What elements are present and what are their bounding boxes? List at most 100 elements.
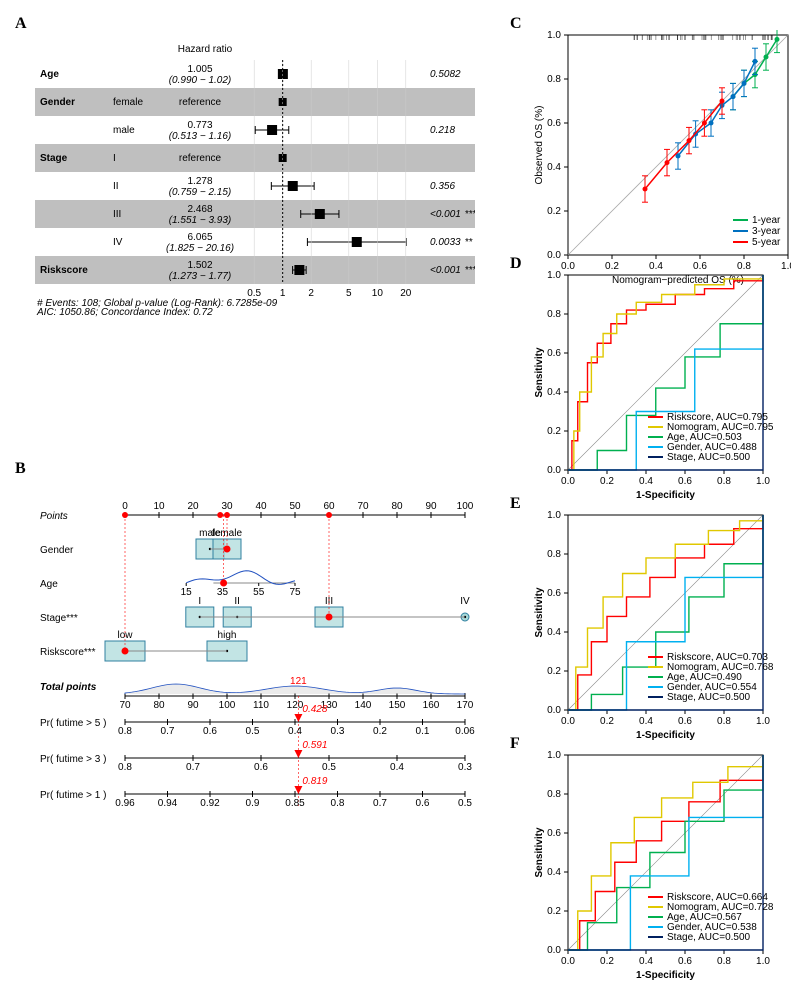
nomogram-prob-label: Pr( futime > 1 )	[40, 790, 106, 801]
svg-text:0.9: 0.9	[246, 798, 260, 809]
svg-text:0.4: 0.4	[547, 387, 561, 398]
svg-text:0.0: 0.0	[561, 956, 575, 967]
forest-stars: ***	[465, 265, 475, 276]
svg-text:0.6: 0.6	[547, 348, 561, 359]
svg-text:0.4: 0.4	[288, 726, 302, 737]
svg-text:160: 160	[423, 700, 440, 711]
forest-pvalue: <0.001	[430, 209, 461, 220]
svg-text:0.6: 0.6	[678, 476, 692, 487]
svg-text:0.3: 0.3	[458, 762, 472, 773]
svg-text:15: 15	[181, 587, 193, 598]
svg-text:0.94: 0.94	[158, 798, 178, 809]
forest-variable: Riskscore	[40, 265, 88, 276]
roc-legend: Stage, AUC=0.500	[667, 452, 751, 463]
calib-legend: 3-year	[752, 226, 781, 237]
svg-text:2: 2	[308, 288, 314, 299]
forest-ci: (0.759 − 2.15)	[169, 187, 232, 198]
nomogram-prob-label: Pr( futime > 5 )	[40, 718, 106, 729]
forest-pvalue: <0.001	[430, 265, 461, 276]
forest-marker	[294, 265, 304, 275]
forest-marker	[288, 181, 298, 191]
svg-text:0: 0	[122, 501, 128, 512]
svg-text:0.4: 0.4	[639, 716, 653, 727]
forest-row-bg	[35, 144, 475, 172]
forest-stars: **	[465, 237, 473, 248]
svg-text:0.5: 0.5	[322, 762, 336, 773]
svg-text:0.0: 0.0	[547, 705, 561, 716]
svg-text:0.2: 0.2	[547, 906, 561, 917]
svg-text:0.8: 0.8	[717, 956, 731, 967]
nomogram-prob-value: 0.428	[302, 704, 327, 715]
svg-text:40: 40	[255, 501, 267, 512]
svg-text:I: I	[198, 596, 201, 607]
svg-text:1.0: 1.0	[547, 510, 561, 521]
svg-text:0.5: 0.5	[246, 726, 260, 737]
svg-text:0.2: 0.2	[600, 476, 614, 487]
svg-text:10: 10	[153, 501, 165, 512]
svg-text:0.2: 0.2	[373, 726, 387, 737]
svg-text:0.2: 0.2	[547, 666, 561, 677]
forest-ref: reference	[179, 153, 222, 164]
forest-ref: reference	[179, 97, 222, 108]
svg-text:80: 80	[391, 501, 403, 512]
svg-text:35: 35	[217, 587, 229, 598]
forest-variable: Stage	[40, 153, 68, 164]
svg-text:0.92: 0.92	[200, 798, 220, 809]
svg-text:10: 10	[372, 288, 384, 299]
calib-legend: 1-year	[752, 215, 781, 226]
svg-text:0.8: 0.8	[331, 798, 345, 809]
svg-text:80: 80	[153, 700, 165, 711]
svg-text:0.6: 0.6	[254, 762, 268, 773]
svg-text:0.4: 0.4	[390, 762, 404, 773]
svg-text:Hazard ratio: Hazard ratio	[178, 44, 233, 55]
forest-stars: ***	[465, 209, 475, 220]
svg-text:90: 90	[425, 501, 437, 512]
svg-text:70: 70	[357, 501, 369, 512]
svg-text:0.0: 0.0	[561, 716, 575, 727]
svg-text:0.2: 0.2	[600, 956, 614, 967]
svg-text:150: 150	[389, 700, 406, 711]
forest-pvalue: 0.356	[430, 181, 455, 192]
svg-text:0.5: 0.5	[458, 798, 472, 809]
svg-text:20: 20	[400, 288, 412, 299]
nomogram-prob-value: 0.819	[302, 776, 327, 787]
roc-xlabel: 1-Specificity	[636, 970, 695, 981]
svg-text:0.96: 0.96	[115, 798, 135, 809]
svg-text:0.7: 0.7	[161, 726, 175, 737]
svg-text:III: III	[325, 596, 333, 607]
svg-text:55: 55	[253, 587, 265, 598]
svg-text:1.0: 1.0	[756, 476, 770, 487]
forest-hr: 1.502	[187, 260, 212, 271]
svg-text:0.1: 0.1	[416, 726, 430, 737]
forest-level: IV	[113, 237, 123, 248]
forest-marker	[315, 209, 325, 219]
forest-marker	[352, 237, 362, 247]
svg-text:low: low	[117, 630, 133, 641]
svg-text:20: 20	[187, 501, 199, 512]
svg-text:female: female	[212, 528, 242, 539]
forest-marker	[267, 125, 277, 135]
nomogram-arrow	[294, 714, 302, 722]
svg-text:0.8: 0.8	[118, 762, 132, 773]
forest-level: female	[113, 97, 143, 108]
calib-legend: 5-year	[752, 237, 781, 248]
svg-text:0.4: 0.4	[639, 476, 653, 487]
forest-level: male	[113, 125, 135, 136]
forest-hr: 1.278	[187, 176, 212, 187]
svg-text:1.0: 1.0	[756, 716, 770, 727]
svg-text:0.6: 0.6	[416, 798, 430, 809]
svg-text:II: II	[234, 596, 240, 607]
roc-ylabel: Sensitivity	[534, 587, 545, 637]
svg-text:0.2: 0.2	[600, 716, 614, 727]
svg-text:0.3: 0.3	[331, 726, 345, 737]
svg-text:0.0: 0.0	[561, 476, 575, 487]
calib-ylabel: Observed OS (%)	[534, 106, 545, 185]
svg-text:0.4: 0.4	[639, 956, 653, 967]
svg-text:high: high	[218, 630, 237, 641]
svg-text:120: 120	[287, 700, 304, 711]
forest-pvalue: 0.218	[430, 125, 455, 136]
svg-text:30: 30	[221, 501, 233, 512]
svg-text:0.6: 0.6	[547, 828, 561, 839]
svg-text:0.7: 0.7	[186, 762, 200, 773]
svg-text:0.0: 0.0	[547, 945, 561, 956]
